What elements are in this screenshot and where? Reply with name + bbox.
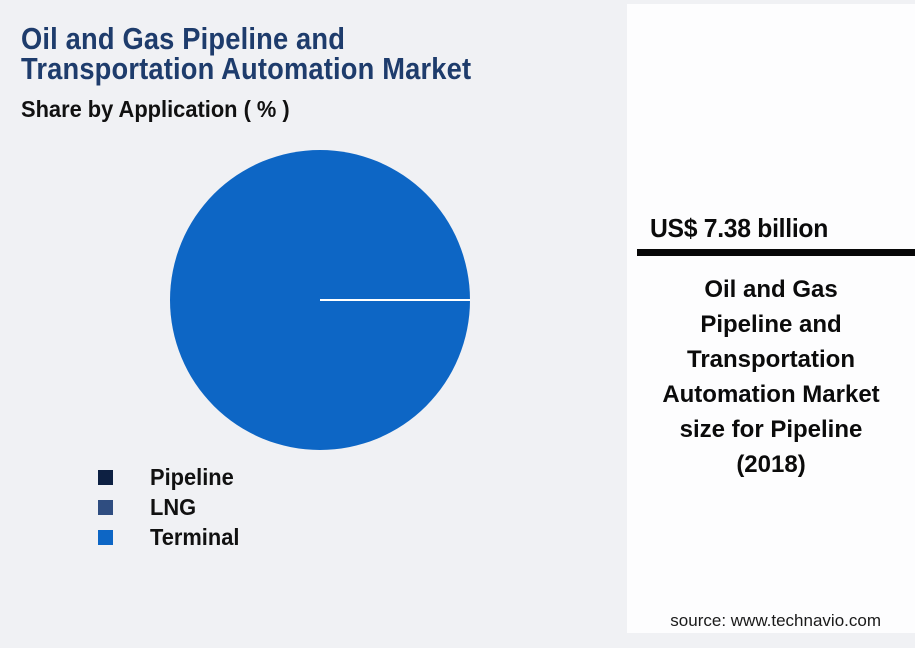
legend-item-terminal: Terminal [98, 522, 244, 552]
source-credit: source: www.technavio.com [670, 611, 881, 630]
legend-swatch-terminal [98, 529, 113, 545]
legend-item-pipeline: Pipeline [98, 462, 244, 492]
pie-chart [170, 150, 470, 450]
pie-slice-divider [320, 299, 470, 301]
market-value: US$ 7.38 billion [650, 213, 829, 243]
chart-legend: Pipeline LNG Terminal [98, 462, 244, 552]
legend-swatch-lng [98, 499, 113, 515]
legend-swatch-pipeline [98, 469, 113, 485]
highlight-panel: US$ 7.38 billion Oil and Gas Pipeline an… [627, 4, 915, 633]
chart-title: Oil and Gas Pipeline and Transportation … [21, 21, 472, 86]
chart-subtitle: Share by Application ( % ) [21, 96, 290, 122]
legend-label-pipeline: Pipeline [150, 463, 234, 490]
divider-bar [637, 249, 915, 256]
legend-item-lng: LNG [98, 492, 244, 522]
legend-label-terminal: Terminal [150, 523, 240, 550]
legend-label-lng: LNG [150, 493, 197, 520]
market-description: Oil and Gas Pipeline and Transportation … [662, 276, 880, 478]
